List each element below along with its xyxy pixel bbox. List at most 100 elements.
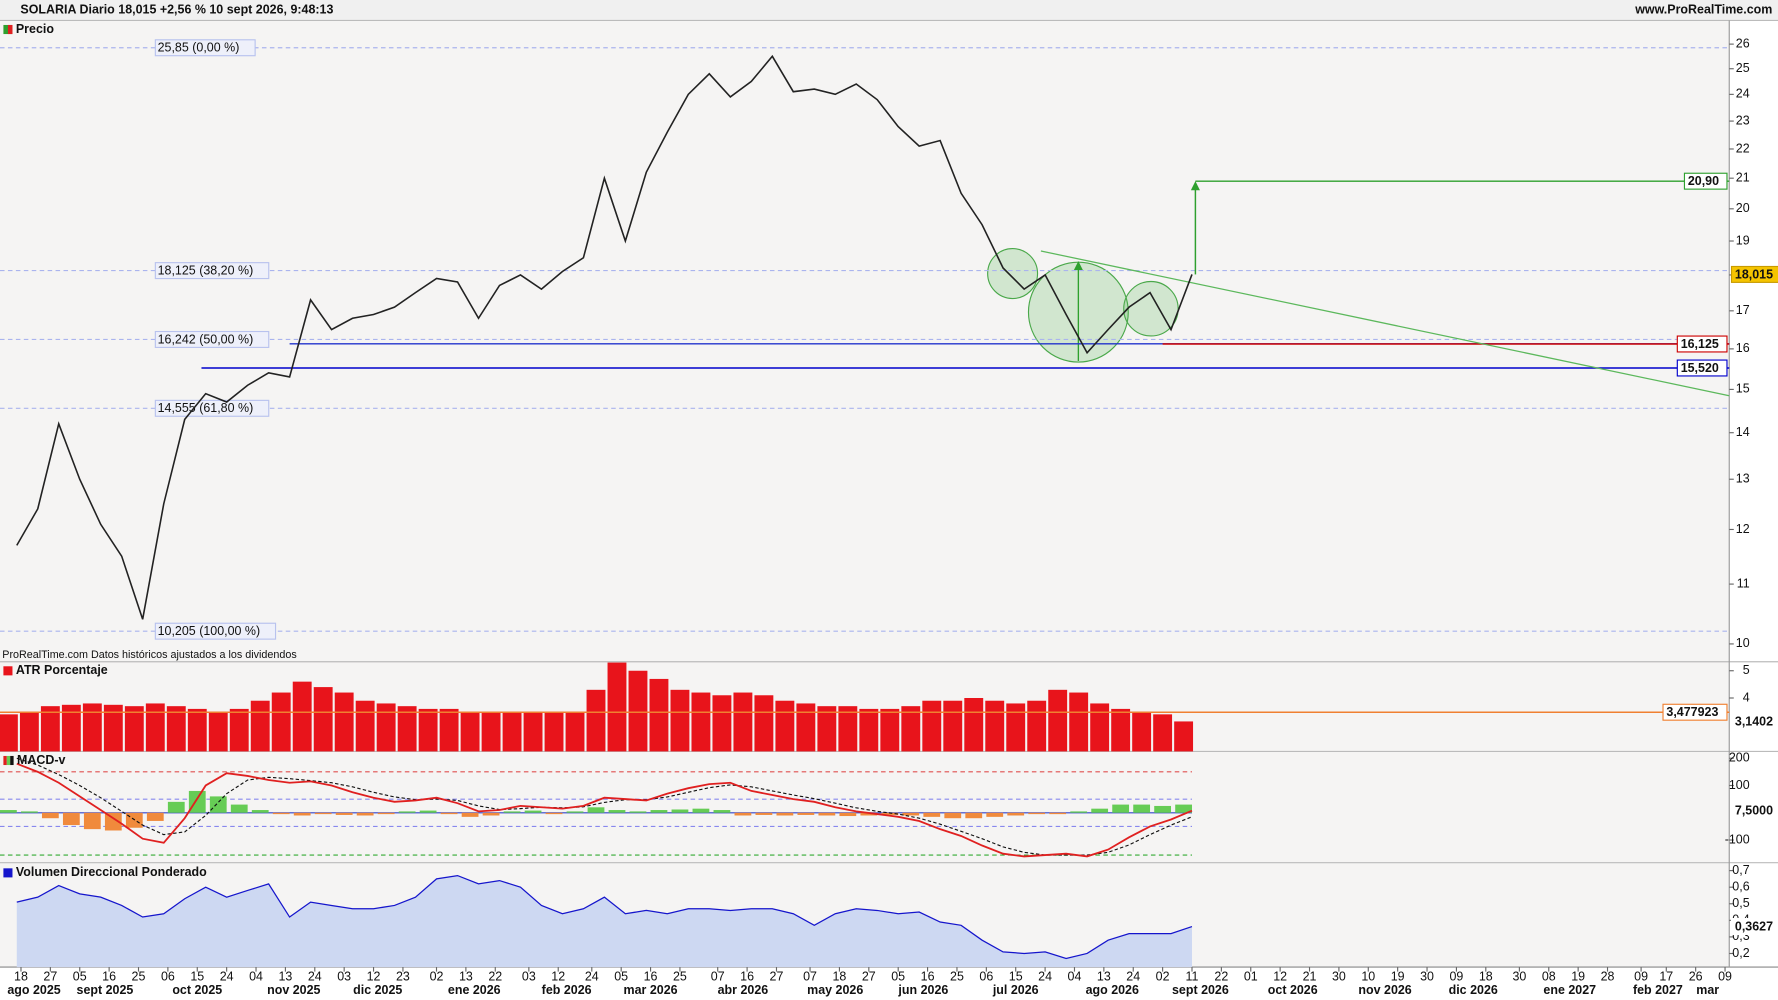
value-label: 18,015 (1735, 267, 1773, 281)
x-tick-label: 25 (132, 970, 146, 984)
atr-bar (19, 711, 39, 752)
atr-bar (544, 711, 564, 752)
histogram-bar (146, 812, 164, 821)
atr-bar (670, 689, 690, 752)
atr-bar (103, 704, 123, 752)
x-tick-label: 18 (833, 970, 847, 984)
trend-line (1040, 250, 1730, 397)
y-tick-label: 15 (1736, 382, 1750, 396)
y-tick-label: 4 (1743, 690, 1750, 704)
x-tick-label: 05 (73, 970, 87, 984)
histogram-bar (986, 812, 1004, 817)
y-tick-label: 21 (1736, 170, 1750, 184)
y-tick-label: 100 (1729, 778, 1750, 792)
legend-icon (10, 755, 14, 766)
x-tick-label: 27 (862, 970, 876, 984)
histogram-bar (713, 810, 731, 813)
value-label-box (1662, 703, 1728, 721)
histogram-bar (251, 810, 269, 813)
fib-label-box (154, 399, 270, 417)
month-label: nov 2026 (1358, 983, 1411, 997)
atr-bar (754, 695, 774, 752)
month-label: ene 2027 (1543, 983, 1596, 997)
month-label: sept 2026 (1172, 983, 1229, 997)
x-tick-label: 28 (1601, 970, 1615, 984)
x-tick-label: 24 (220, 970, 234, 984)
fib-label-box (154, 622, 277, 640)
arrow-head (1190, 181, 1200, 191)
atr-bar (901, 706, 921, 752)
value-label-box (1676, 335, 1728, 353)
atr-bar (0, 714, 18, 752)
month-label: may 2026 (807, 983, 863, 997)
atr-bar (922, 700, 942, 752)
x-tick-label: 13 (459, 970, 473, 984)
atr-bar (1069, 692, 1089, 752)
x-tick-label: 25 (950, 970, 964, 984)
y-tick-label: 20 (1736, 201, 1750, 215)
y-tick-label: 0,2 (1732, 946, 1749, 960)
y-tick-label: 0,6 (1732, 879, 1749, 893)
atr-bar (439, 708, 459, 752)
atr-bar (985, 700, 1005, 752)
value-label-box (1730, 802, 1778, 820)
histogram-bar (1049, 812, 1067, 815)
marks: 10 11 12 13 14 15 16 17 18 19 20 21 22 23 24 25 26 25,85 … (0, 36, 1778, 997)
histogram-bar (62, 812, 80, 826)
atr-bar (397, 706, 417, 752)
x-tick-label: 30 (1332, 970, 1346, 984)
x-tick-label: 27 (770, 970, 784, 984)
fib-label: 14,555 (61,80 %) (158, 401, 254, 415)
x-tick-label: 30 (1420, 970, 1434, 984)
histogram-bar (944, 812, 962, 819)
panel-title: MACD-v (17, 753, 66, 767)
atr-bar (523, 711, 543, 752)
x-tick-label: 18 (14, 970, 28, 984)
atr-bar (649, 678, 669, 752)
histogram-bar (797, 812, 815, 815)
histogram-bar (104, 812, 122, 831)
x-tick-label: 24 (1126, 970, 1140, 984)
histogram-bar (860, 812, 878, 816)
x-tick-label: 05 (891, 970, 905, 984)
pattern-circles (987, 248, 1179, 363)
atr-bar (964, 697, 984, 752)
histogram-bar (482, 812, 500, 816)
x-tick-label: 24 (585, 970, 599, 984)
atr-bar (775, 700, 795, 752)
x-tick-label: 09 (1718, 970, 1732, 984)
panel-title: ATR Porcentaje (16, 663, 108, 677)
atr-bar (271, 692, 291, 752)
x-tick-label: 03 (522, 970, 536, 984)
x-tick-label: 22 (1214, 970, 1228, 984)
y-tick-label: 0,5 (1732, 896, 1749, 910)
x-tick-label: 07 (711, 970, 725, 984)
atr-bar (166, 706, 186, 752)
histogram-bar (209, 796, 227, 813)
value-label-box (1730, 265, 1778, 283)
histogram-bar (41, 812, 59, 819)
month-label: dic 2026 (1449, 983, 1498, 997)
histogram-bar (923, 812, 941, 817)
legend-icon (3, 755, 7, 766)
x-tick-label: 15 (190, 970, 204, 984)
x-tick-label: 05 (614, 970, 628, 984)
value-label-box (1683, 172, 1728, 190)
x-tick-label: 22 (488, 970, 502, 984)
x-tick-label: 09 (1449, 970, 1463, 984)
atr-bar (1006, 703, 1026, 752)
x-tick-label: 12 (551, 970, 565, 984)
y-tick-label: 16 (1736, 341, 1750, 355)
header-source[interactable]: www.ProRealTime.com (1634, 3, 1772, 17)
month-label: oct 2026 (1268, 983, 1318, 997)
atr-bar (250, 700, 270, 752)
signal-line (16, 757, 1193, 856)
x-tick-label: 02 (430, 970, 444, 984)
atr-bar (145, 703, 165, 752)
histogram-bar (167, 801, 185, 813)
atr-bar (292, 681, 312, 752)
y-tick-label: 23 (1736, 113, 1750, 127)
x-tick-label: 17 (1659, 970, 1673, 984)
